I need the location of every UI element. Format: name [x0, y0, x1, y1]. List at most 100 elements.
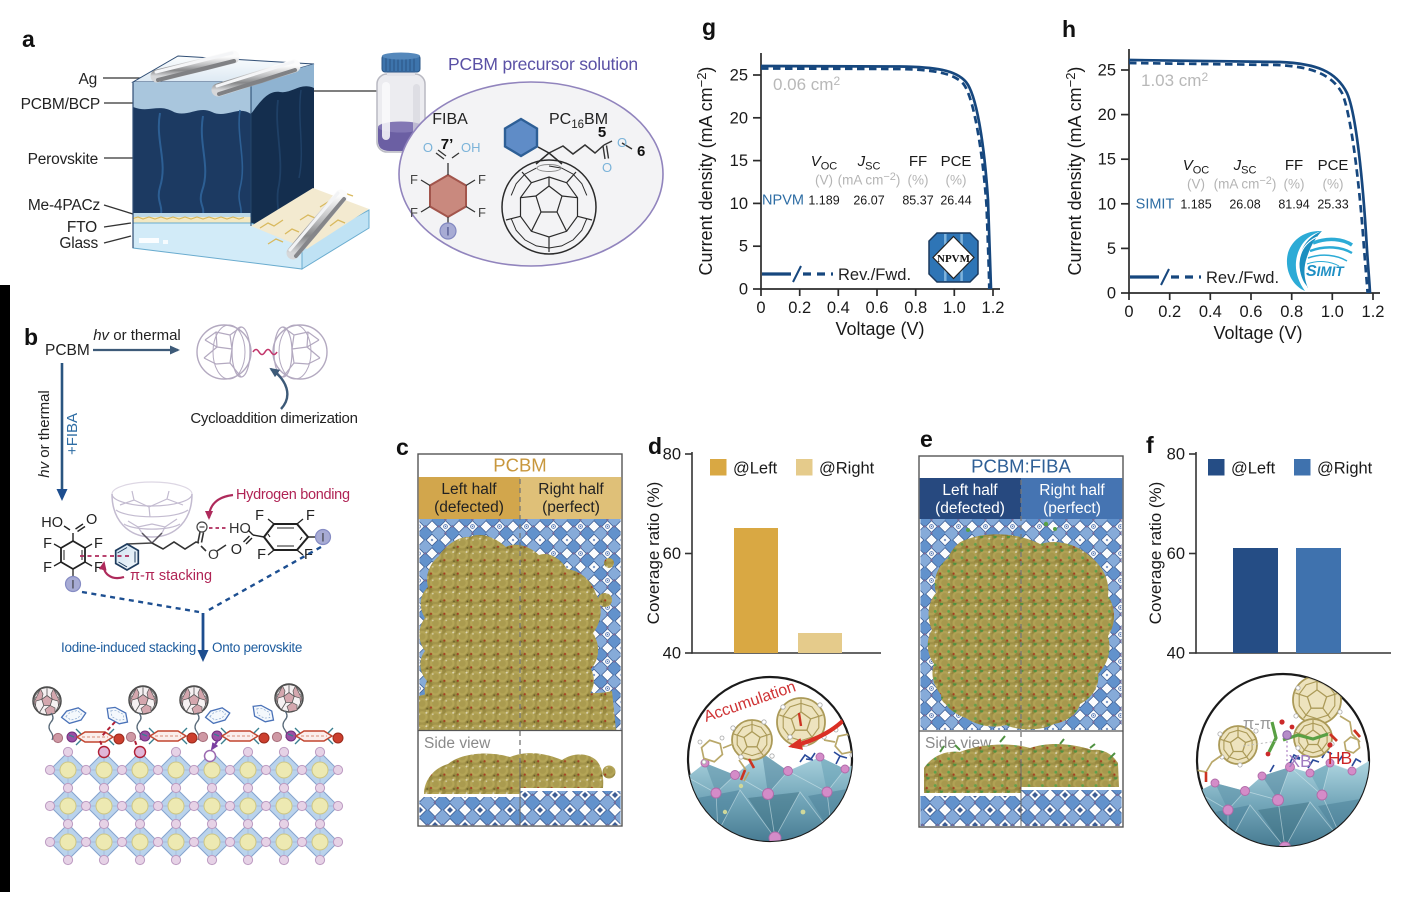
svg-text:0.4: 0.4 [1199, 303, 1222, 321]
svg-text:Rev./Fwd.: Rev./Fwd. [838, 266, 911, 284]
svg-text:26.07: 26.07 [853, 194, 884, 208]
svg-text:5: 5 [1107, 240, 1116, 258]
svg-text:Side view: Side view [424, 735, 491, 752]
svg-text:OH: OH [461, 140, 481, 155]
svg-text:c: c [396, 434, 409, 460]
svg-text:SIMIT: SIMIT [1136, 197, 1175, 213]
svg-text:Me-4PACz: Me-4PACz [28, 197, 100, 214]
svg-text:F: F [478, 205, 486, 220]
svg-text:0.8: 0.8 [1280, 303, 1303, 321]
svg-text:1.0: 1.0 [1321, 303, 1344, 321]
svg-text:15: 15 [730, 152, 748, 170]
svg-text:(perfect): (perfect) [1043, 500, 1101, 517]
svg-text:Right half: Right half [538, 481, 604, 498]
svg-text:Iodine-induced stacking: Iodine-induced stacking [61, 640, 196, 655]
svg-text:PCBM: PCBM [45, 342, 90, 359]
svg-text:F: F [306, 508, 315, 524]
svg-text:PCBM/BCP: PCBM/BCP [21, 96, 100, 113]
svg-text:Ag: Ag [78, 71, 97, 88]
svg-text:Coverage ratio (%): Coverage ratio (%) [644, 482, 663, 625]
svg-text:O: O [86, 512, 97, 528]
svg-text:5: 5 [739, 238, 748, 256]
svg-text:NPVM: NPVM [762, 193, 804, 209]
svg-text:85.37: 85.37 [902, 194, 933, 208]
svg-text:π-π stacking: π-π stacking [130, 568, 212, 584]
svg-text:F: F [304, 547, 313, 563]
svg-text:O: O [423, 140, 433, 155]
svg-text:25.33: 25.33 [1317, 198, 1348, 212]
svg-text:0.8: 0.8 [904, 299, 927, 317]
svg-text:π-π: π-π [1243, 715, 1271, 733]
svg-text:hv or thermal: hv or thermal [36, 390, 53, 478]
svg-text:Current density (mA cm−2): Current density (mA cm−2) [1063, 67, 1085, 276]
svg-text:XB: XB [1288, 751, 1311, 771]
svg-text:b: b [24, 324, 38, 350]
svg-text:1.189: 1.189 [808, 194, 839, 208]
svg-text:26.44: 26.44 [940, 194, 971, 208]
svg-text:25: 25 [730, 67, 748, 85]
svg-text:HO: HO [41, 515, 63, 531]
svg-text:5: 5 [598, 124, 606, 141]
svg-text:@Left: @Left [733, 460, 778, 478]
svg-text:60: 60 [1167, 545, 1185, 563]
svg-text:JSC: JSC [1233, 157, 1257, 177]
svg-text:PCBM: PCBM [493, 455, 546, 476]
svg-text:FIBA: FIBA [432, 111, 468, 128]
svg-text:Hydrogen bonding: Hydrogen bonding [236, 487, 350, 503]
svg-text:O: O [208, 546, 219, 562]
svg-text:10: 10 [1098, 195, 1116, 213]
svg-text:+FIBA: +FIBA [64, 413, 81, 455]
svg-text:PCBM precursor solution: PCBM precursor solution [448, 54, 638, 74]
svg-text:NPVM: NPVM [937, 253, 971, 265]
svg-text:1.0: 1.0 [943, 299, 966, 317]
svg-text:VOC: VOC [811, 153, 838, 173]
svg-text:SIMIT: SIMIT [1306, 263, 1345, 280]
svg-text:HO: HO [229, 521, 251, 537]
svg-text:40: 40 [1167, 645, 1185, 663]
svg-text:a: a [22, 26, 35, 52]
svg-text:JSC: JSC [857, 153, 881, 173]
svg-text:20: 20 [730, 109, 748, 127]
svg-text:Perovskite: Perovskite [28, 151, 98, 168]
svg-text:Glass: Glass [59, 235, 98, 252]
svg-text:20: 20 [1098, 106, 1116, 124]
svg-text:(%): (%) [1284, 177, 1305, 192]
svg-text:O: O [231, 542, 242, 558]
svg-text:26.08: 26.08 [1229, 198, 1260, 212]
svg-text:(perfect): (perfect) [542, 499, 600, 516]
svg-text:hv or thermal: hv or thermal [93, 327, 181, 344]
svg-text:F: F [478, 172, 486, 187]
svg-text:f: f [1146, 432, 1154, 458]
svg-text:I: I [446, 227, 449, 239]
svg-text:@Right: @Right [819, 460, 875, 478]
svg-text:40: 40 [663, 645, 681, 663]
svg-text:F: F [410, 172, 418, 187]
svg-text:FF: FF [1285, 157, 1303, 174]
svg-text:Voltage (V): Voltage (V) [1213, 323, 1302, 343]
svg-text:h: h [1062, 16, 1076, 42]
svg-text:60: 60 [663, 545, 681, 563]
svg-text:@Right: @Right [1317, 460, 1373, 478]
svg-text:6: 6 [637, 143, 645, 160]
svg-text:0.06 cm2: 0.06 cm2 [773, 74, 840, 94]
svg-text:I: I [321, 533, 324, 545]
svg-text:Coverage ratio (%): Coverage ratio (%) [1146, 482, 1165, 625]
svg-text:F: F [43, 560, 52, 576]
svg-text:(%): (%) [908, 173, 929, 188]
svg-text:0.4: 0.4 [827, 299, 850, 317]
svg-text:0.2: 0.2 [788, 299, 811, 317]
svg-text:(%): (%) [946, 173, 967, 188]
svg-text:FTO: FTO [67, 219, 97, 236]
svg-text:0: 0 [1124, 303, 1133, 321]
svg-text:(defected): (defected) [434, 499, 504, 516]
svg-text:0.6: 0.6 [866, 299, 889, 317]
svg-text:0: 0 [739, 281, 748, 299]
svg-text:(V): (V) [1187, 177, 1205, 192]
svg-text:1.2: 1.2 [1362, 303, 1385, 321]
svg-text:VOC: VOC [1183, 157, 1210, 177]
svg-text:O: O [617, 135, 627, 150]
svg-text:@Left: @Left [1231, 460, 1276, 478]
svg-text:Left half: Left half [441, 481, 497, 498]
svg-text:1.185: 1.185 [1180, 198, 1211, 212]
svg-text:10: 10 [730, 195, 748, 213]
